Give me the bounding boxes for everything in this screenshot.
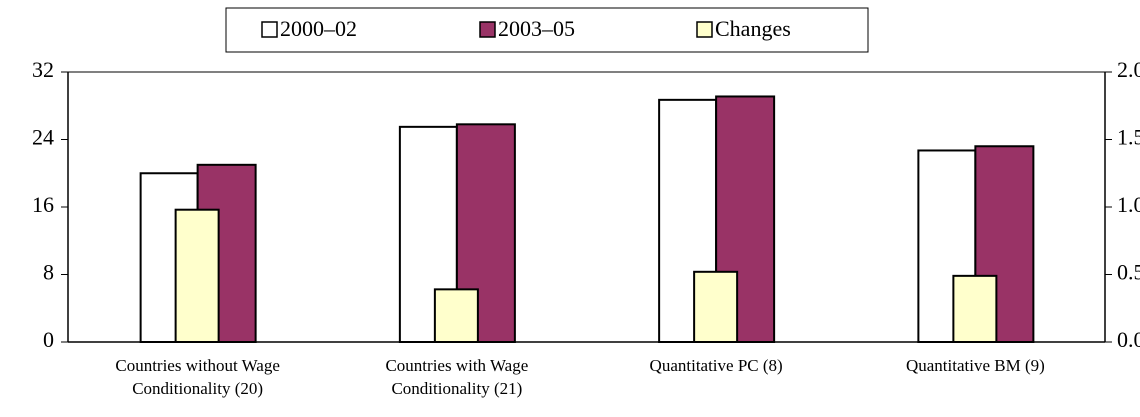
y2-tick-label: 1.5 xyxy=(1117,125,1140,150)
x-tick-label: Quantitative PC (8) xyxy=(650,356,783,375)
bar xyxy=(952,274,998,344)
y2-tick-label: 2.0 xyxy=(1117,57,1140,82)
y-tick-label: 8 xyxy=(43,260,54,285)
legend-label: 2003–05 xyxy=(498,16,575,41)
y2-tick-label: 0.0 xyxy=(1117,327,1140,352)
legend-label: 2000–02 xyxy=(280,16,357,41)
bar xyxy=(174,208,220,343)
legend-label: Changes xyxy=(715,16,791,41)
legend-swatch xyxy=(696,21,713,38)
y2-tick-label: 1.0 xyxy=(1117,192,1140,217)
y-tick-label: 32 xyxy=(32,57,54,82)
x-tick-label: Conditionality (21) xyxy=(391,379,522,398)
bar xyxy=(693,270,739,343)
x-tick-label: Countries with Wage xyxy=(385,356,528,375)
x-tick-label: Conditionality (20) xyxy=(132,379,263,398)
bar xyxy=(433,288,479,344)
legend-box xyxy=(225,7,869,53)
legend-swatch xyxy=(261,21,278,38)
y-tick-label: 16 xyxy=(32,192,54,217)
x-tick-label: Quantitative BM (9) xyxy=(906,356,1045,375)
y2-tick-label: 0.5 xyxy=(1117,260,1140,285)
x-tick-label: Countries without Wage xyxy=(115,356,280,375)
y-tick-label: 0 xyxy=(43,327,54,352)
legend-swatch xyxy=(479,21,496,38)
y-tick-label: 24 xyxy=(32,125,54,150)
